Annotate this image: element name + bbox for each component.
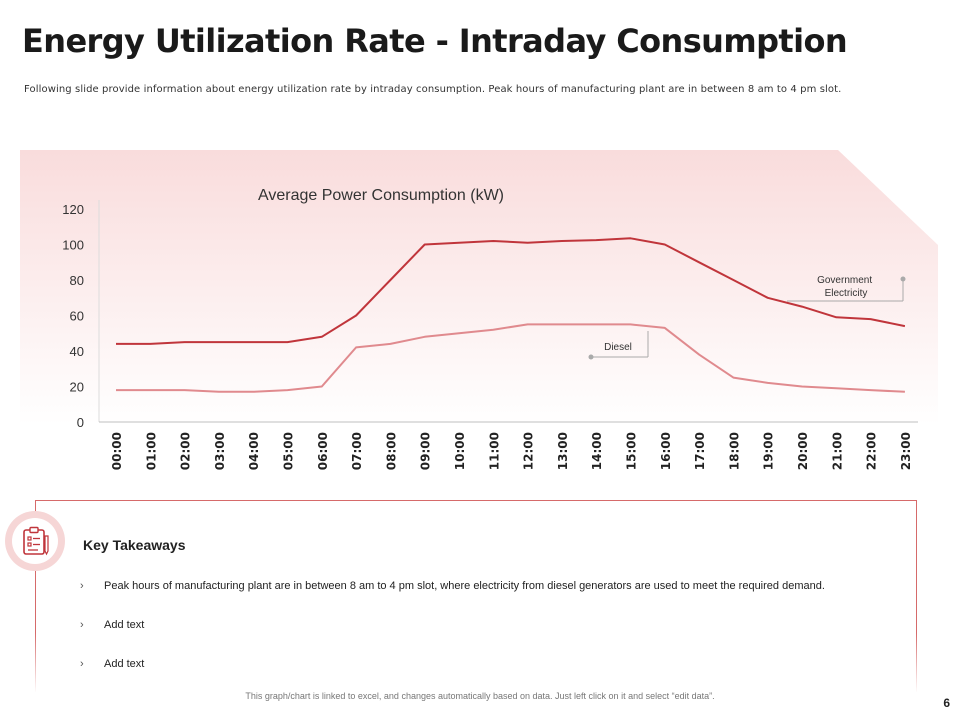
- page-subtitle: Following slide provide information abou…: [24, 84, 842, 95]
- power-consumption-chart: Average Power Consumption (kW) 0 20 40 60 80…: [20, 150, 938, 470]
- footer-note: This graph/chart is linked to excel, and…: [245, 691, 715, 701]
- x-tick-label: 17:00: [693, 432, 707, 470]
- x-tick-label: 12:00: [522, 432, 536, 470]
- x-tick-label: 13:00: [556, 432, 570, 470]
- x-tick-label: 07:00: [350, 432, 364, 470]
- gov-callout-dot: [900, 276, 906, 282]
- takeaway-item: › Add text: [80, 619, 144, 631]
- series-line-government-electricity: [116, 237, 906, 345]
- diesel-callout-dot: [588, 354, 594, 360]
- takeaway-text: Add text: [104, 658, 145, 670]
- x-tick-label: 03:00: [213, 432, 227, 470]
- x-tick-label: 21:00: [830, 432, 844, 470]
- y-tick-label: 0: [77, 415, 84, 430]
- x-tick-label: 05:00: [282, 432, 296, 470]
- x-tick-label: 09:00: [419, 432, 433, 470]
- takeaway-item: › Peak hours of manufacturing plant are …: [80, 580, 825, 592]
- x-tick-label: 02:00: [179, 432, 193, 470]
- x-tick-label: 10:00: [453, 432, 467, 470]
- clipboard-checklist-icon: [23, 526, 49, 556]
- x-tick-label: 22:00: [865, 432, 879, 470]
- takeaways-icon-badge: [5, 511, 65, 571]
- x-tick-label: 08:00: [384, 432, 398, 470]
- y-tick-label: 100: [62, 238, 84, 253]
- y-tick-label: 20: [70, 380, 84, 395]
- x-tick-label: 04:00: [247, 432, 261, 470]
- y-tick-label: 40: [70, 344, 84, 359]
- x-tick-label: 15:00: [625, 432, 639, 470]
- x-tick-label: 01:00: [144, 432, 158, 470]
- x-tick-label: 06:00: [316, 432, 330, 470]
- x-tick-label: 19:00: [762, 432, 776, 470]
- y-tick-label: 60: [70, 309, 84, 324]
- x-tick-label: 18:00: [727, 432, 741, 470]
- takeaway-text: Peak hours of manufacturing plant are in…: [104, 580, 825, 592]
- page-number: 6: [943, 696, 950, 710]
- key-takeaways-panel: Key Takeaways › Peak hours of manufactur…: [5, 500, 918, 693]
- x-tick-label: 23:00: [899, 432, 913, 470]
- takeaway-text: Add text: [104, 619, 145, 631]
- chevron-right-icon: ›: [80, 619, 84, 631]
- takeaways-heading: Key Takeaways: [83, 537, 186, 553]
- gov-series-label: Government Electricity: [817, 275, 875, 299]
- x-tick-label: 00:00: [110, 432, 124, 470]
- chart-background: [20, 150, 938, 425]
- y-tick-label: 120: [62, 202, 84, 217]
- diesel-series-label: Diesel: [604, 342, 632, 353]
- chart-title: Average Power Consumption (kW): [258, 187, 504, 204]
- series-line-diesel: [116, 323, 905, 393]
- x-tick-label: 20:00: [796, 432, 810, 470]
- chevron-right-icon: ›: [80, 580, 84, 592]
- page-title: Energy Utilization Rate - Intraday Consu…: [22, 22, 848, 60]
- x-tick-label: 11:00: [487, 432, 501, 470]
- takeaway-item: › Add text: [80, 658, 144, 670]
- y-tick-label: 80: [70, 273, 84, 288]
- x-tick-label: 14:00: [590, 432, 604, 470]
- chevron-right-icon: ›: [80, 658, 84, 670]
- x-tick-label: 16:00: [659, 432, 673, 470]
